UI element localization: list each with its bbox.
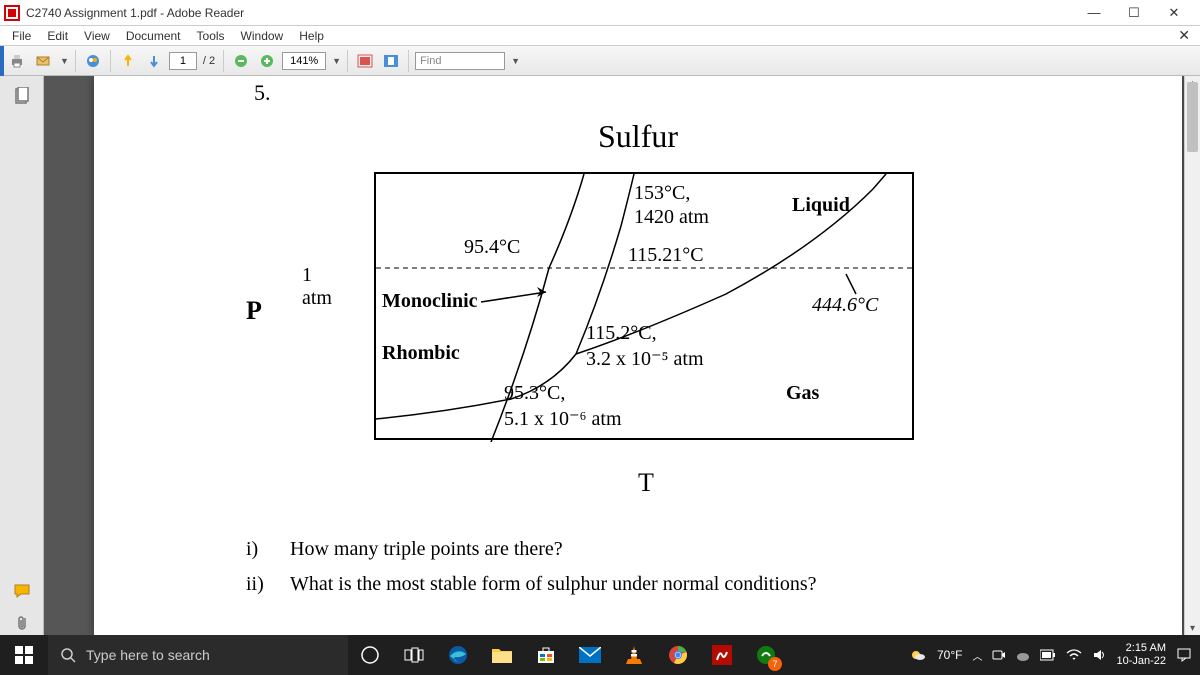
label-153c: 153°C,	[634, 182, 690, 205]
volume-icon[interactable]	[1092, 648, 1106, 662]
prev-page-button[interactable]	[117, 50, 139, 72]
edge-icon[interactable]	[436, 635, 480, 675]
comment-panel-icon[interactable]	[10, 579, 34, 603]
menu-document[interactable]: Document	[118, 27, 189, 45]
window-title: C2740 Assignment 1.pdf - Adobe Reader	[26, 6, 1080, 20]
battery-icon[interactable]	[1040, 649, 1056, 661]
q1-number: i)	[246, 538, 290, 561]
question-number: 5.	[254, 80, 271, 106]
vlc-icon[interactable]	[612, 635, 656, 675]
start-button[interactable]	[0, 635, 48, 675]
label-32e5: 3.2 x 10⁻⁵ atm	[586, 346, 704, 371]
fit-page-button[interactable]	[380, 50, 402, 72]
weather-icon[interactable]	[909, 646, 927, 664]
search-icon	[60, 647, 76, 663]
taskbar: Type here to search 7 70°F ︿ 2:15 AM 10-…	[0, 635, 1200, 675]
pages-panel-icon[interactable]	[10, 84, 34, 108]
diagram-title: Sulfur	[94, 118, 1182, 155]
label-rhombic: Rhombic	[382, 342, 460, 365]
zoom-out-button[interactable]	[230, 50, 252, 72]
t-axis-label: T	[638, 468, 654, 498]
label-monoclinic: Monoclinic	[382, 290, 478, 313]
weather-temp[interactable]: 70°F	[937, 648, 962, 662]
label-11521c: 115.21°C	[628, 244, 704, 267]
find-dropdown-icon[interactable]: ▼	[509, 56, 520, 66]
news-badge: 7	[768, 657, 782, 671]
task-view-icon[interactable]	[392, 635, 436, 675]
dropdown-icon[interactable]: ▼	[58, 56, 69, 66]
close-button[interactable]: ✕	[1160, 3, 1188, 23]
attachment-panel-icon[interactable]	[10, 611, 34, 635]
nav-panel	[0, 76, 44, 635]
zoom-level-input[interactable]: 141%	[282, 52, 326, 70]
collab-button[interactable]	[82, 50, 104, 72]
time: 2:15 AM	[1116, 642, 1166, 655]
chrome-icon[interactable]	[656, 635, 700, 675]
page-total: / 2	[201, 55, 217, 67]
store-icon[interactable]	[524, 635, 568, 675]
acrobat-icon[interactable]	[700, 635, 744, 675]
accent-strip	[0, 46, 4, 76]
date: 10-Jan-22	[1116, 655, 1166, 668]
search-placeholder: Type here to search	[86, 647, 210, 663]
fit-width-button[interactable]	[354, 50, 376, 72]
label-gas: Gas	[786, 382, 819, 405]
label-954c: 95.4°C	[464, 236, 520, 259]
menu-file[interactable]: File	[4, 27, 39, 45]
find-input[interactable]: Find	[415, 52, 505, 70]
main-area: 5. Sulfur P 1 atm	[0, 76, 1200, 635]
label-51e6: 5.1 x 10⁻⁶ atm	[504, 406, 622, 431]
q2-number: ii)	[246, 573, 290, 596]
next-page-button[interactable]	[143, 50, 165, 72]
label-4446c: 444.6°C	[812, 294, 878, 317]
p-axis-label: P	[246, 296, 262, 326]
meet-now-icon[interactable]	[992, 648, 1006, 662]
vertical-scrollbar[interactable]: ▴ ▾	[1184, 76, 1200, 635]
mail-icon[interactable]	[568, 635, 612, 675]
q1-text: How many triple points are there?	[290, 538, 563, 561]
cortana-icon[interactable]	[348, 635, 392, 675]
document-area[interactable]: 5. Sulfur P 1 atm	[44, 76, 1184, 635]
zoom-dropdown-icon[interactable]: ▼	[330, 56, 341, 66]
scrollbar-thumb[interactable]	[1187, 82, 1198, 152]
scroll-down-icon[interactable]: ▾	[1185, 621, 1200, 635]
clock[interactable]: 2:15 AM 10-Jan-22	[1116, 642, 1166, 668]
maximize-button[interactable]: ☐	[1120, 3, 1148, 23]
system-tray: 70°F ︿ 2:15 AM 10-Jan-22	[909, 642, 1200, 668]
zoom-in-button[interactable]	[256, 50, 278, 72]
pdf-page: 5. Sulfur P 1 atm	[94, 76, 1182, 635]
close-document-button[interactable]: ✕	[1172, 27, 1196, 44]
page-number-input[interactable]: 1	[169, 52, 197, 70]
label-1152c: 115.2°C,	[586, 322, 657, 345]
email-button[interactable]	[32, 50, 54, 72]
toolbar: ▼ 1 / 2 141% ▼ Find ▼	[0, 46, 1200, 76]
adobe-reader-icon	[4, 5, 20, 21]
onedrive-icon[interactable]	[1016, 648, 1030, 662]
menu-window[interactable]: Window	[233, 27, 292, 45]
label-953c: 95.3°C,	[504, 382, 565, 405]
titlebar: C2740 Assignment 1.pdf - Adobe Reader — …	[0, 0, 1200, 26]
minimize-button[interactable]: —	[1080, 3, 1108, 23]
print-button[interactable]	[6, 50, 28, 72]
questions: i) How many triple points are there? ii)…	[246, 538, 817, 608]
menu-tools[interactable]: Tools	[189, 27, 233, 45]
taskbar-search[interactable]: Type here to search	[48, 635, 348, 675]
taskbar-apps: 7	[348, 635, 788, 675]
notifications-icon[interactable]	[1176, 647, 1192, 663]
menubar: File Edit View Document Tools Window Hel…	[0, 26, 1200, 46]
diagram-frame: 153°C, 1420 atm Liquid 95.4°C 115.21°C M…	[374, 172, 914, 440]
menu-help[interactable]: Help	[291, 27, 332, 45]
q2-text: What is the most stable form of sulphur …	[290, 573, 817, 596]
file-explorer-icon[interactable]	[480, 635, 524, 675]
tray-chevron-icon[interactable]: ︿	[972, 648, 982, 663]
label-liquid: Liquid	[792, 194, 850, 217]
menu-edit[interactable]: Edit	[39, 27, 76, 45]
wifi-icon[interactable]	[1066, 649, 1082, 661]
one-atm-label: 1 atm	[302, 264, 332, 310]
label-1420atm: 1420 atm	[634, 206, 709, 229]
news-icon[interactable]: 7	[744, 635, 788, 675]
menu-view[interactable]: View	[76, 27, 118, 45]
